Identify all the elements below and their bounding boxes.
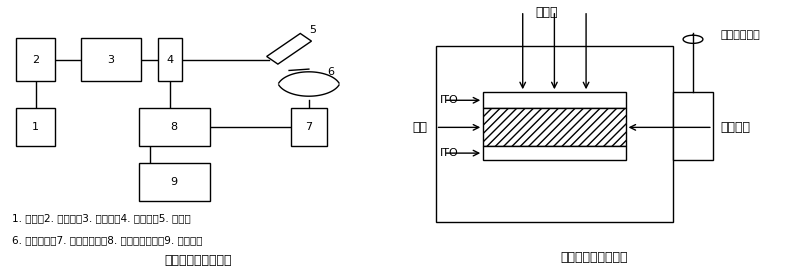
Bar: [16, 38, 55, 81]
Text: 光电压池: 光电压池: [721, 121, 751, 134]
Text: 样品: 样品: [413, 121, 428, 134]
Text: 接锁相放大器: 接锁相放大器: [721, 30, 760, 40]
Bar: [291, 108, 327, 146]
Text: 4: 4: [167, 55, 173, 64]
Bar: [673, 92, 713, 160]
Text: 6. 光电压池，7. 锁相放大器，8. 微机处理系统，9. 稳压电源: 6. 光电压池，7. 锁相放大器，8. 微机处理系统，9. 稳压电源: [12, 235, 203, 245]
Text: 6: 6: [327, 67, 334, 77]
Text: 光电压池结构示意图: 光电压池结构示意图: [560, 251, 628, 264]
Bar: [82, 38, 141, 81]
Text: ITO: ITO: [440, 95, 459, 105]
Text: 9: 9: [171, 177, 177, 186]
Bar: [139, 163, 210, 201]
Bar: [139, 108, 210, 146]
Bar: [483, 92, 626, 108]
Bar: [16, 108, 55, 146]
Text: 5: 5: [310, 25, 316, 35]
Bar: [158, 38, 182, 81]
Bar: [436, 46, 673, 222]
Text: 8: 8: [171, 122, 177, 132]
Bar: [267, 33, 311, 64]
Text: 表面光电压谱仪框图: 表面光电压谱仪框图: [164, 254, 232, 267]
Text: ITO: ITO: [440, 148, 459, 158]
Text: 7: 7: [306, 122, 312, 132]
Text: 1: 1: [32, 122, 39, 132]
Text: 激发光: 激发光: [535, 6, 558, 19]
Text: 3: 3: [108, 55, 114, 64]
Text: 1. 光源，2. 单色仪，3. 斩波器，4. 反射镜，5. 透镜，: 1. 光源，2. 单色仪，3. 斩波器，4. 反射镜，5. 透镜，: [12, 213, 191, 223]
Text: 2: 2: [32, 55, 39, 64]
Bar: [483, 108, 626, 146]
Bar: [483, 146, 626, 160]
